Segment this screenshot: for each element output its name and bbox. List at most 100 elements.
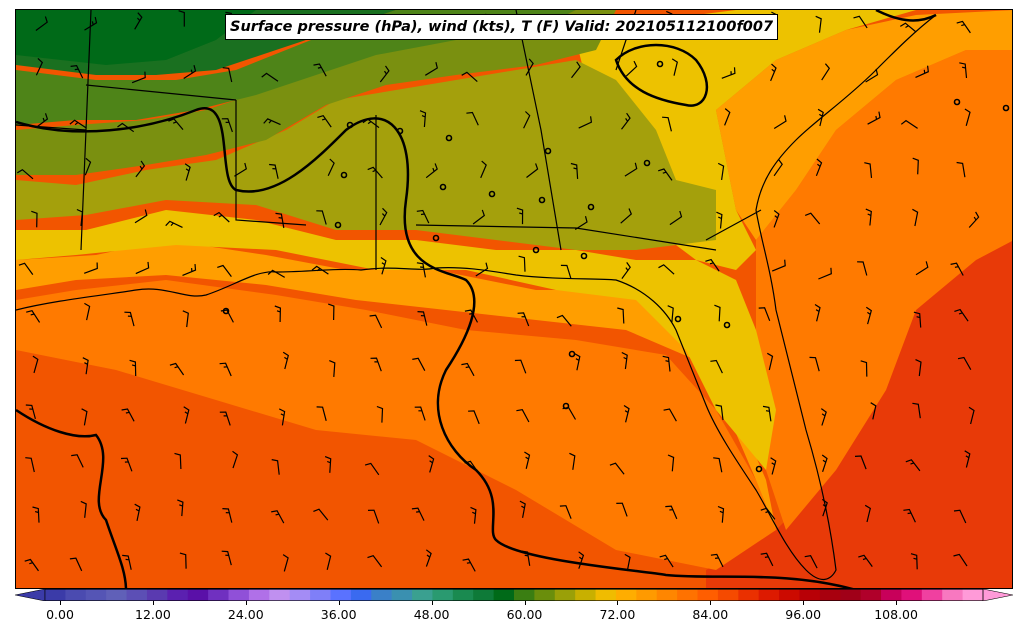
wind-barb (380, 257, 387, 275)
colorbar-segment (717, 589, 739, 601)
wind-barb (867, 111, 881, 125)
colorbar-segment (738, 589, 760, 601)
wind-barb (770, 457, 777, 475)
wind-barb (658, 168, 673, 181)
colorbar-segment (615, 589, 637, 601)
colorbar-segment (65, 589, 87, 601)
wind-barb (84, 157, 92, 176)
colorbar-segment (310, 589, 332, 601)
wind-barb (26, 310, 41, 323)
wind-barb (313, 508, 329, 521)
colorbar-tick-mark (710, 601, 712, 605)
colorbar-segment (126, 589, 148, 601)
wind-barb (617, 307, 625, 324)
ocean-hot-region (706, 241, 1012, 588)
wind-barb (174, 452, 182, 470)
wind-barb (428, 455, 435, 473)
wind-barb (461, 362, 475, 377)
wind-barb (122, 554, 132, 570)
wind-barb (165, 220, 183, 228)
wind-barb (425, 549, 432, 567)
wind-barb (821, 498, 828, 517)
colorbar-over-arrow (982, 589, 1013, 601)
wind-barb (665, 505, 678, 520)
wind-barb (179, 552, 187, 569)
wind-barb (870, 402, 877, 420)
wind-barb (705, 258, 720, 272)
wind-barb (472, 209, 486, 225)
wind-barb (519, 500, 526, 518)
colorbar-segment (656, 589, 678, 601)
wind-barb (858, 554, 873, 567)
wind-barb (177, 499, 184, 517)
colorbar-segment (799, 589, 821, 601)
colorbar-segment (248, 589, 270, 601)
colorbar-segment (350, 589, 372, 601)
wind-barb (364, 462, 380, 476)
colorbar-segment (881, 589, 903, 601)
wind-barb (821, 63, 831, 81)
colorbar-segment (167, 589, 189, 601)
wind-barb (135, 160, 146, 178)
wind-barb (526, 163, 539, 178)
wind-barb (117, 122, 135, 133)
colorbar-tick-mark (152, 601, 154, 605)
wind-barb (367, 509, 380, 524)
wind-barb (578, 551, 585, 569)
wind-barb (84, 302, 91, 321)
wind-barb (624, 553, 631, 572)
wind-barb (135, 261, 150, 275)
wind-barb (560, 264, 572, 279)
colorbar-segment (677, 589, 699, 601)
wind-barb (480, 160, 487, 179)
wind-barb (417, 311, 428, 326)
wind-barb (81, 408, 88, 426)
station-markers (222, 60, 1010, 473)
wind-barb (370, 357, 382, 372)
wind-barb (658, 264, 675, 275)
wind-barb (25, 404, 36, 420)
wind-barb (464, 460, 479, 474)
wind-barb (16, 168, 34, 180)
wind-barb (959, 62, 968, 79)
colorbar-segment (758, 589, 780, 601)
wind-barb (184, 163, 191, 181)
wind-barb (134, 503, 141, 522)
wind-barb (717, 505, 725, 523)
wind-barb (424, 62, 438, 76)
wind-barb (416, 209, 430, 224)
wind-barb (624, 162, 638, 177)
colorbar-tick-label: 24.00 (227, 607, 264, 622)
wind-barb (35, 113, 49, 128)
colorbar-tick-mark (617, 601, 619, 605)
isobar-line-2 (16, 408, 128, 588)
wind-barb (771, 259, 786, 272)
wind-barb (767, 352, 774, 371)
wind-barb (760, 507, 776, 520)
light-orange-band (16, 240, 776, 530)
wind-barb (129, 359, 137, 377)
colorbar-segment (962, 589, 984, 601)
colorbar-tick-mark (431, 601, 433, 605)
wind-barb (35, 16, 48, 31)
wind-barb (773, 159, 783, 177)
wind-barb (362, 118, 380, 129)
wind-barb (121, 408, 135, 422)
wind-barb (616, 502, 628, 517)
wind-barb (717, 162, 725, 180)
colorbar-segment (901, 589, 923, 601)
colorbar-segment (840, 589, 862, 601)
wind-barb (329, 360, 336, 377)
wind-barb (758, 307, 771, 322)
wind-barb (462, 558, 476, 572)
wind-barb (818, 267, 832, 280)
wind-barb (864, 504, 871, 523)
colorbar-segment (534, 589, 556, 601)
wind-barb (414, 406, 426, 421)
wind-barb (954, 308, 969, 322)
wind-barb (271, 510, 285, 524)
wind-barb (24, 558, 39, 572)
wind-barb (219, 411, 231, 426)
wind-barb (35, 57, 44, 76)
wind-barb (570, 162, 579, 179)
